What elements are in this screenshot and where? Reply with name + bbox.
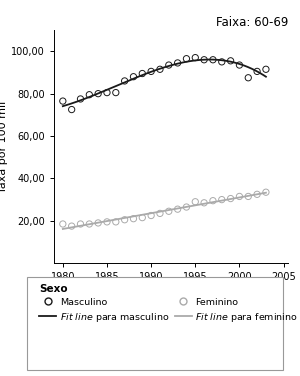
Point (175, 60, 180, 66)
Point (113, 89, 118, 96)
Point (105, 89, 110, 96)
Point (211, 198, 215, 204)
Point (158, 66, 162, 72)
Point (246, 193, 251, 199)
Point (158, 211, 162, 217)
Point (96, 220, 100, 226)
Point (184, 56, 189, 62)
Point (167, 62, 171, 68)
Point (78, 96, 83, 102)
Point (184, 204, 189, 210)
Point (263, 189, 268, 195)
Point (202, 57, 206, 63)
Point (246, 75, 251, 81)
FancyBboxPatch shape (27, 277, 283, 370)
Point (193, 55, 198, 61)
Point (131, 216, 136, 222)
Point (237, 193, 242, 199)
Point (228, 58, 233, 64)
Point (69, 223, 74, 229)
Text: Faixa: 60-69: Faixa: 60-69 (216, 16, 288, 29)
Legend: Masculino, $\it{Fit\ line}$ para masculino, Feminino, $\it{Fit\ line}$ para femi: Masculino, $\it{Fit\ line}$ para masculi… (37, 281, 300, 326)
Point (60, 98, 65, 104)
Point (211, 57, 215, 63)
X-axis label: Ano: Ano (160, 288, 182, 298)
Point (228, 196, 233, 202)
Point (255, 191, 260, 197)
Point (193, 199, 198, 205)
Y-axis label: Taxa por 100 mil: Taxa por 100 mil (0, 100, 8, 193)
Point (219, 197, 224, 203)
Point (140, 215, 145, 221)
Point (105, 219, 110, 225)
Point (87, 221, 92, 227)
Point (149, 68, 154, 74)
Point (113, 219, 118, 225)
Point (60, 221, 65, 227)
Point (96, 91, 100, 97)
Point (87, 92, 92, 98)
Point (78, 221, 83, 227)
Point (122, 217, 127, 223)
Point (202, 200, 206, 206)
Point (237, 62, 242, 68)
Point (219, 59, 224, 65)
Point (140, 71, 145, 77)
Point (263, 66, 268, 72)
Point (131, 74, 136, 80)
Point (167, 208, 171, 214)
Point (175, 206, 180, 212)
Point (122, 78, 127, 84)
Point (149, 212, 154, 218)
Point (69, 106, 74, 112)
Point (255, 68, 260, 74)
